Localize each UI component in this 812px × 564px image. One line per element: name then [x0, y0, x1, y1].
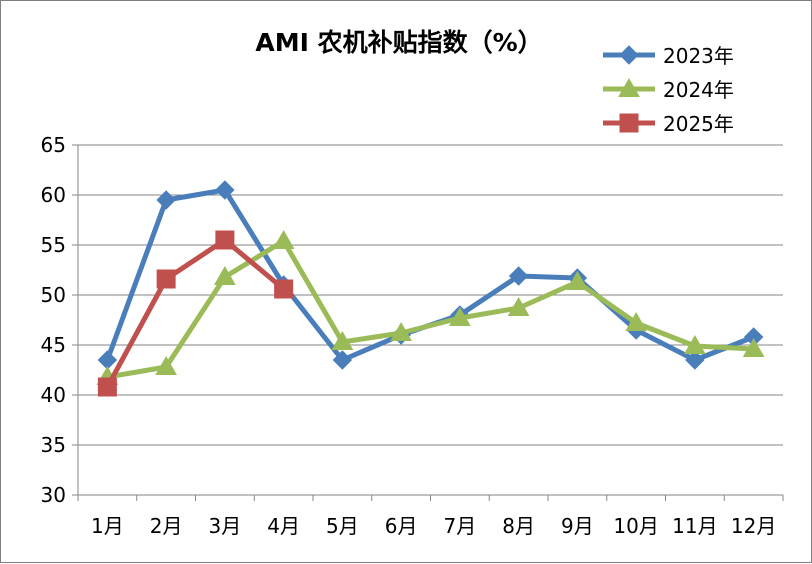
- legend-marker: [619, 113, 639, 133]
- series-2025年: [97, 230, 294, 397]
- x-tick-label: 10月: [613, 514, 658, 538]
- x-tick-label: 5月: [326, 514, 359, 538]
- y-tick-label: 40: [41, 383, 66, 407]
- data-point: [156, 269, 176, 289]
- y-tick-label: 30: [41, 483, 66, 507]
- data-point: [331, 330, 354, 350]
- y-tick-label: 65: [41, 133, 66, 157]
- data-point: [390, 321, 412, 341]
- series-line: [104, 187, 757, 363]
- x-tick-label: 3月: [209, 514, 242, 538]
- x-tick-label: 11月: [672, 514, 717, 538]
- legend-marker: [619, 45, 639, 65]
- data-point: [684, 334, 706, 354]
- data-point: [215, 230, 235, 250]
- legend-marker: [618, 77, 640, 97]
- legend-label: 2023年: [663, 44, 734, 68]
- legend-label: 2024年: [663, 78, 734, 102]
- data-point: [156, 190, 176, 210]
- data-point: [214, 265, 236, 285]
- series-line: [104, 237, 287, 390]
- data-point: [449, 306, 471, 326]
- x-tick-label: 2月: [150, 514, 183, 538]
- series-2023年: [97, 180, 764, 370]
- x-tick-label: 1月: [91, 514, 124, 538]
- x-tick-label: 9月: [561, 514, 594, 538]
- x-tick-label: 8月: [502, 514, 535, 538]
- y-tick-label: 60: [41, 183, 66, 207]
- axes: [72, 144, 784, 501]
- data-point: [625, 311, 647, 331]
- data-point: [742, 337, 765, 357]
- data-point: [566, 270, 589, 290]
- legend: 2023年 2024年 2025年: [603, 44, 734, 136]
- x-tick-label: 12月: [731, 514, 776, 538]
- y-tick-label: 35: [41, 433, 66, 457]
- data-point: [97, 377, 117, 397]
- legend-item: 2024年: [603, 77, 734, 102]
- data-point: [332, 350, 353, 370]
- legend-item: 2025年: [603, 112, 734, 136]
- data-point: [274, 279, 294, 299]
- y-tick-label: 55: [41, 233, 66, 257]
- data-point: [155, 355, 177, 375]
- series-line: [104, 238, 757, 380]
- data-point: [508, 266, 529, 286]
- legend-label: 2025年: [663, 112, 734, 136]
- data-point: [507, 296, 530, 316]
- series-2024年: [96, 229, 765, 385]
- data-point: [272, 229, 295, 249]
- data-point: [215, 180, 235, 200]
- series-lines: [96, 180, 765, 397]
- y-tick-labels: 30 35 40 45 50 55 60 65: [41, 133, 66, 507]
- x-tick-labels: 1月 2月 3月 4月 5月 6月 7月 8月 9月 10月 11月 12月: [91, 514, 776, 538]
- x-tick-label: 7月: [444, 514, 477, 538]
- x-tick-label: 6月: [385, 514, 418, 538]
- x-tick-label: 4月: [267, 514, 300, 538]
- chart-title: AMI 农机补贴指数（%）: [255, 28, 542, 57]
- legend-item: 2023年: [603, 44, 734, 68]
- data-point: [685, 350, 705, 370]
- y-tick-label: 45: [41, 333, 66, 357]
- y-tick-label: 50: [41, 283, 66, 307]
- gridlines: [78, 144, 783, 446]
